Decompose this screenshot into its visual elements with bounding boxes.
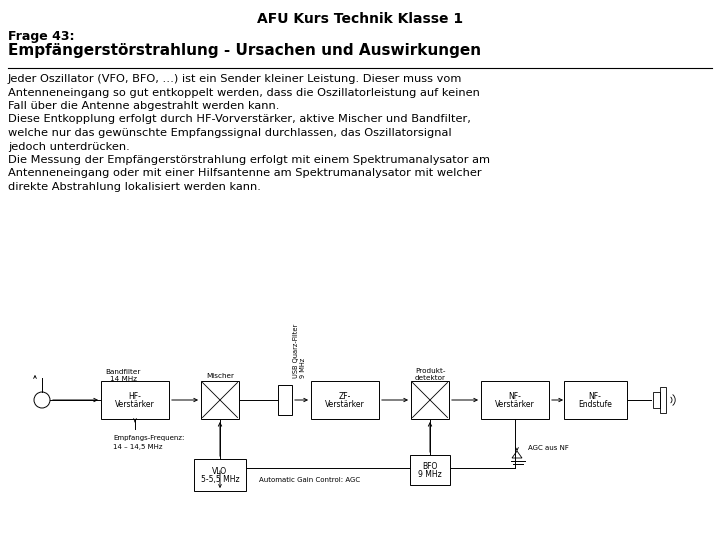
Text: Jeder Oszillator (VFO, BFO, …) ist ein Sender kleiner Leistung. Dieser muss vom: Jeder Oszillator (VFO, BFO, …) ist ein S… <box>8 74 462 84</box>
Text: ZF-: ZF- <box>339 392 351 401</box>
Text: AGC aus NF: AGC aus NF <box>528 445 569 451</box>
Text: detektor: detektor <box>415 375 446 381</box>
Text: Produkt-: Produkt- <box>415 368 445 374</box>
Bar <box>653 392 660 408</box>
Text: Antenneneingang so gut entkoppelt werden, dass die Oszillatorleistung auf keinen: Antenneneingang so gut entkoppelt werden… <box>8 87 480 98</box>
Text: Antenneneingang oder mit einer Hilfsantenne am Spektrumanalysator mit welcher: Antenneneingang oder mit einer Hilfsante… <box>8 168 482 179</box>
Text: Diese Entkopplung erfolgt durch HF-Vorverstärker, aktive Mischer und Bandfilter,: Diese Entkopplung erfolgt durch HF-Vorve… <box>8 114 471 125</box>
Text: Verstärker: Verstärker <box>325 400 365 409</box>
Bar <box>101 381 169 419</box>
Text: Empfängerstörstrahlung - Ursachen und Auswirkungen: Empfängerstörstrahlung - Ursachen und Au… <box>8 43 481 58</box>
Text: USB Quarz-Filter
9 MHz: USB Quarz-Filter 9 MHz <box>293 324 306 378</box>
Bar <box>411 381 449 419</box>
Text: 9 MHz: 9 MHz <box>418 470 442 479</box>
Text: 5-5,5 MHz: 5-5,5 MHz <box>201 475 239 484</box>
Bar <box>564 381 626 419</box>
Text: Automatic Gain Control: AGC: Automatic Gain Control: AGC <box>259 477 361 483</box>
Text: NF-: NF- <box>508 392 521 401</box>
Text: direkte Abstrahlung lokalisiert werden kann.: direkte Abstrahlung lokalisiert werden k… <box>8 182 261 192</box>
Bar <box>194 459 246 491</box>
Text: AFU Kurs Technik Klasse 1: AFU Kurs Technik Klasse 1 <box>257 12 463 26</box>
Text: Mischer: Mischer <box>206 373 234 379</box>
Bar <box>410 455 450 485</box>
Text: Fall über die Antenne abgestrahlt werden kann.: Fall über die Antenne abgestrahlt werden… <box>8 101 279 111</box>
Text: Frage 43:: Frage 43: <box>8 30 74 43</box>
Text: 14 – 14,5 MHz: 14 – 14,5 MHz <box>113 444 163 450</box>
Text: Die Messung der Empfängerstörstrahlung erfolgt mit einem Spektrumanalysator am: Die Messung der Empfängerstörstrahlung e… <box>8 155 490 165</box>
Text: jedoch unterdrücken.: jedoch unterdrücken. <box>8 141 130 152</box>
Text: welche nur das gewünschte Empfangssignal durchlassen, das Oszillatorsignal: welche nur das gewünschte Empfangssignal… <box>8 128 451 138</box>
Text: Verstärker: Verstärker <box>115 400 155 409</box>
Bar <box>311 381 379 419</box>
Text: Endstufe: Endstufe <box>578 400 612 409</box>
Bar <box>481 381 549 419</box>
Text: BFO: BFO <box>423 462 438 471</box>
Text: HF-: HF- <box>129 392 141 401</box>
Text: NF-: NF- <box>588 392 601 401</box>
Text: Verstärker: Verstärker <box>495 400 535 409</box>
Bar <box>278 385 292 415</box>
Bar <box>201 381 239 419</box>
Text: Empfangs-Frequenz:: Empfangs-Frequenz: <box>113 435 184 441</box>
Text: VLO: VLO <box>212 467 228 476</box>
Text: 14 MHz: 14 MHz <box>109 376 137 382</box>
Text: Bandfilter: Bandfilter <box>105 369 140 375</box>
